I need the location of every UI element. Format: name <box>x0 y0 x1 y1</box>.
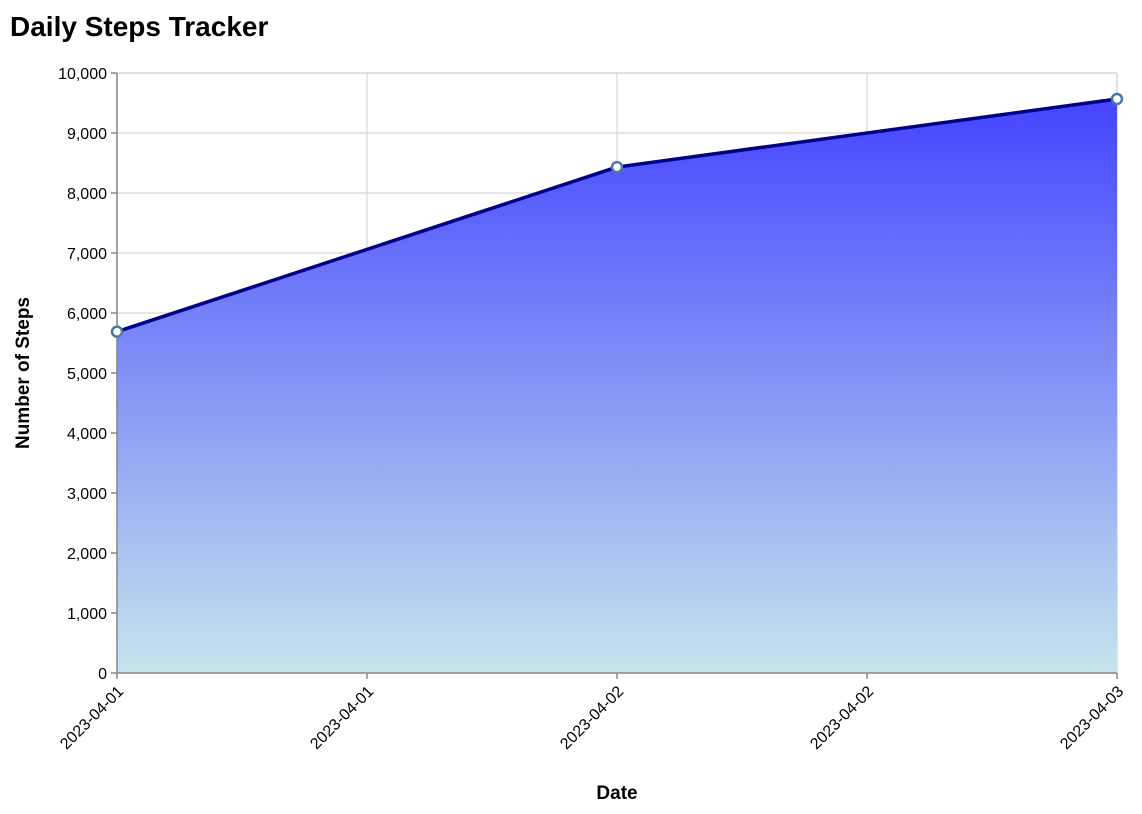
y-tick-label: 10,000 <box>58 66 107 83</box>
x-axis-title: Date <box>596 783 637 804</box>
y-tick-label: 8,000 <box>67 186 107 203</box>
x-tick-label: 2023-04-03 <box>1057 683 1127 753</box>
data-point <box>1110 92 1124 106</box>
x-tick-label: 2023-04-01 <box>307 683 377 753</box>
y-tick-label: 3,000 <box>67 486 107 503</box>
data-point <box>610 160 624 174</box>
points <box>110 92 1124 338</box>
x-tick-label: 2023-04-02 <box>807 683 877 753</box>
y-tick-label: 5,000 <box>67 366 107 383</box>
y-tick-label: 6,000 <box>67 306 107 323</box>
steps-area <box>117 98 1117 674</box>
y-tick-label: 0 <box>98 666 107 683</box>
x-tick-label: 2023-04-02 <box>557 683 627 753</box>
y-tick-label: 1,000 <box>67 606 107 623</box>
area-layer <box>116 97 1118 674</box>
chart-title: Daily Steps Tracker <box>10 11 268 42</box>
y-tick-label: 9,000 <box>67 126 107 143</box>
data-point <box>110 325 124 338</box>
y-tick-label: 7,000 <box>67 246 107 263</box>
y-axis-title: Number of Steps <box>13 297 34 449</box>
x-tick-label: 2023-04-01 <box>57 683 127 753</box>
y-tick-label: 2,000 <box>67 546 107 563</box>
y-tick-label: 4,000 <box>67 426 107 443</box>
